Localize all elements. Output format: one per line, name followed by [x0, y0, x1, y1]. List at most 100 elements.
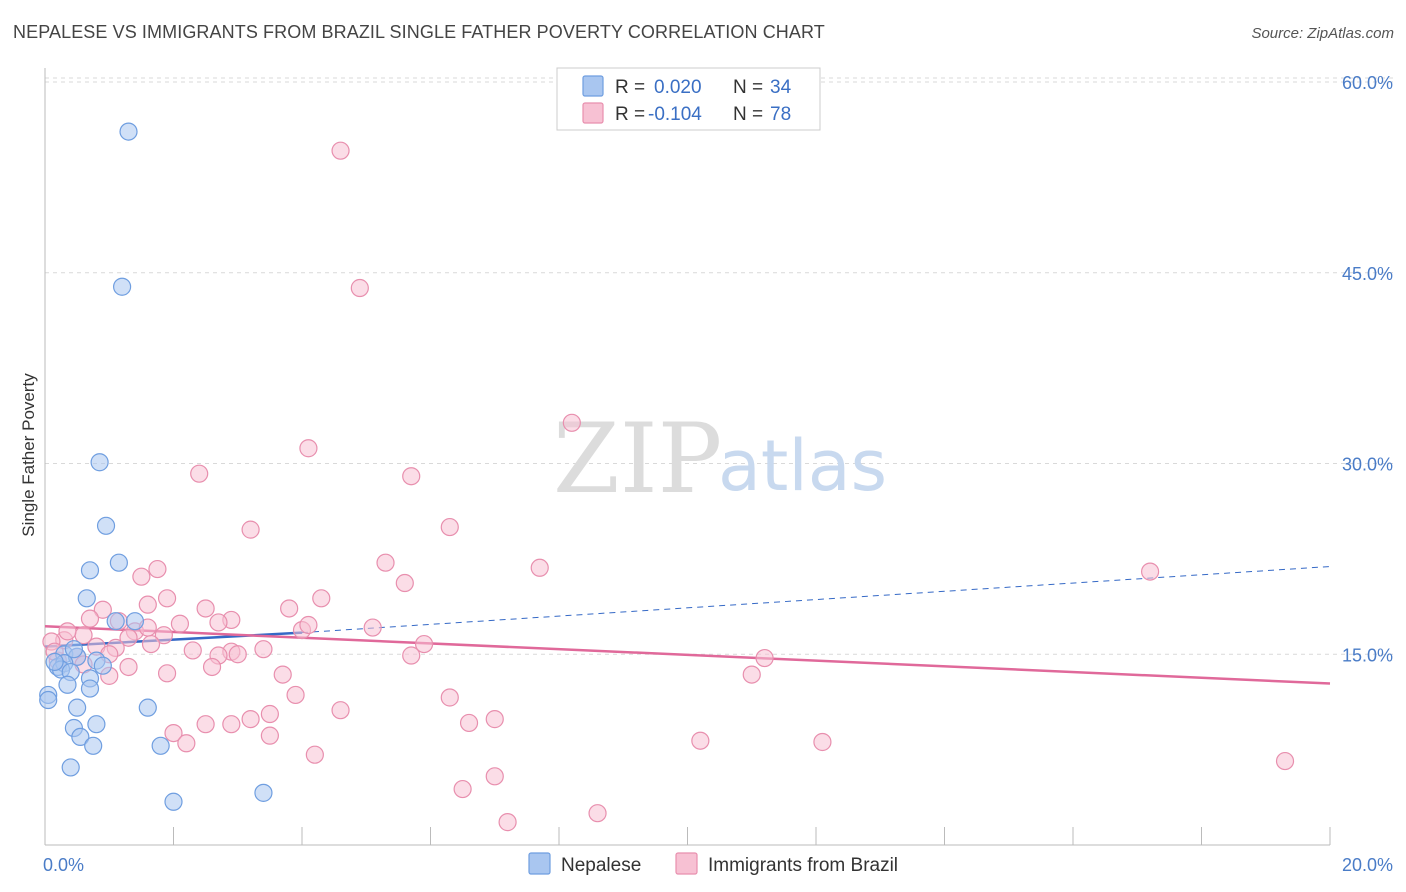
legend-n-value-2: 78 — [770, 104, 791, 125]
point-brazil-19 — [93, 600, 112, 619]
point-nepalese-18 — [58, 675, 77, 694]
point-brazil-66 — [305, 745, 324, 764]
point-brazil-77 — [299, 615, 318, 635]
legend-swatch-brazil — [582, 102, 604, 124]
y-tick-label-2: 45.0% — [1342, 264, 1393, 284]
point-brazil-8 — [376, 553, 395, 572]
bottom-legend-brazil: Immigrants from Brazil — [708, 855, 898, 876]
point-nepalese-30 — [164, 792, 183, 811]
point-brazil-44 — [755, 648, 774, 668]
y-tick-label-1: 30.0% — [1342, 455, 1393, 475]
point-brazil-69 — [453, 779, 472, 799]
point-nepalese-1 — [112, 277, 132, 296]
point-nepalese-29 — [61, 758, 80, 777]
point-brazil-61 — [164, 723, 183, 743]
point-brazil-7 — [440, 517, 459, 537]
point-nepalese-26 — [71, 727, 90, 747]
point-brazil-6 — [241, 520, 260, 539]
point-brazil-10 — [1140, 562, 1160, 581]
point-brazil-67 — [1275, 751, 1295, 771]
point-brazil-54 — [331, 701, 350, 720]
point-brazil-28 — [154, 626, 173, 645]
point-brazil-33 — [141, 634, 161, 654]
axes — [44, 68, 1331, 846]
point-brazil-13 — [395, 573, 414, 593]
point-brazil-70 — [588, 804, 607, 823]
point-nepalese-24 — [87, 715, 106, 734]
point-brazil-56 — [241, 710, 260, 729]
point-nepalese-6 — [77, 589, 96, 608]
point-nepalese-14 — [93, 656, 112, 675]
point-brazil-16 — [138, 595, 157, 614]
point-brazil-11 — [148, 559, 167, 579]
y-axis-label: Single Father Poverty — [19, 373, 38, 537]
point-brazil-37 — [254, 640, 273, 659]
point-nepalese-4 — [80, 561, 100, 580]
point-brazil-3 — [299, 439, 318, 458]
point-nepalese-3 — [96, 516, 116, 535]
point-brazil-49 — [157, 664, 177, 683]
point-nepalese-0 — [119, 122, 138, 141]
point-brazil-15 — [312, 589, 331, 608]
point-brazil-4 — [190, 464, 209, 483]
chart-source: Source: ZipAtlas.com — [1251, 25, 1394, 42]
point-brazil-51 — [742, 665, 761, 684]
point-brazil-1 — [350, 278, 369, 298]
point-brazil-48 — [202, 657, 222, 677]
point-brazil-71 — [498, 813, 517, 832]
point-nepalese-19 — [80, 679, 100, 698]
point-nepalese-22 — [68, 698, 87, 717]
point-brazil-14 — [157, 589, 177, 608]
point-nepalese-7 — [106, 612, 125, 631]
bottom-legend-swatch-nepalese — [528, 852, 551, 875]
point-brazil-58 — [459, 713, 479, 733]
watermark-zip: ZIP — [553, 403, 722, 515]
point-brazil-57 — [485, 710, 504, 729]
trend-line-brazil — [44, 625, 1331, 685]
point-nepalese-32 — [45, 652, 64, 671]
point-brazil-64 — [813, 732, 832, 752]
trend-line-nepalese-extension — [301, 566, 1331, 634]
point-brazil-24 — [209, 613, 228, 632]
bottom-legend-nepalese: Nepalese — [561, 855, 641, 876]
point-brazil-17 — [196, 599, 215, 618]
watermark-atlas: atlas — [718, 425, 887, 507]
data-points — [39, 122, 1295, 832]
point-brazil-2 — [562, 413, 581, 432]
tick-labels: 15.0% 30.0% 45.0% 60.0% 0.0% 20.0% — [43, 73, 1393, 875]
legend-r-label-1: R = — [615, 77, 645, 98]
point-brazil-60 — [222, 715, 241, 734]
point-brazil-52 — [440, 688, 459, 707]
point-brazil-47 — [119, 657, 138, 677]
point-brazil-50 — [273, 665, 292, 684]
point-brazil-53 — [286, 685, 305, 705]
point-brazil-65 — [177, 734, 196, 753]
legend-box: R = 0.020 N = 34 R = -0.104 N = 78 — [556, 67, 821, 131]
point-brazil-18 — [280, 599, 299, 618]
point-nepalese-28 — [151, 736, 170, 755]
watermark: ZIP atlas — [553, 403, 887, 515]
x-tick-label-1: 20.0% — [1342, 855, 1393, 875]
point-nepalese-33 — [64, 640, 84, 659]
point-brazil-43 — [402, 646, 421, 665]
point-nepalese-21 — [39, 690, 58, 710]
legend-n-value-1: 34 — [770, 77, 792, 98]
point-brazil-38 — [183, 641, 202, 660]
point-brazil-12 — [132, 567, 151, 586]
point-brazil-62 — [260, 726, 279, 745]
point-brazil-72 — [58, 622, 77, 641]
point-brazil-9 — [530, 558, 549, 577]
x-tick-label-0: 0.0% — [43, 855, 84, 875]
y-tick-label-3: 60.0% — [1342, 73, 1393, 93]
legend-n-label-2: N = — [733, 104, 763, 125]
point-brazil-30 — [119, 628, 138, 647]
point-brazil-20 — [80, 609, 100, 628]
point-brazil-63 — [691, 731, 710, 750]
grid-lines — [45, 77, 1393, 655]
point-brazil-68 — [485, 767, 504, 786]
chart-title: NEPALESE VS IMMIGRANTS FROM BRAZIL SINGL… — [13, 22, 825, 42]
point-brazil-23 — [170, 614, 190, 633]
point-nepalese-5 — [109, 553, 128, 572]
point-brazil-34 — [414, 634, 434, 654]
